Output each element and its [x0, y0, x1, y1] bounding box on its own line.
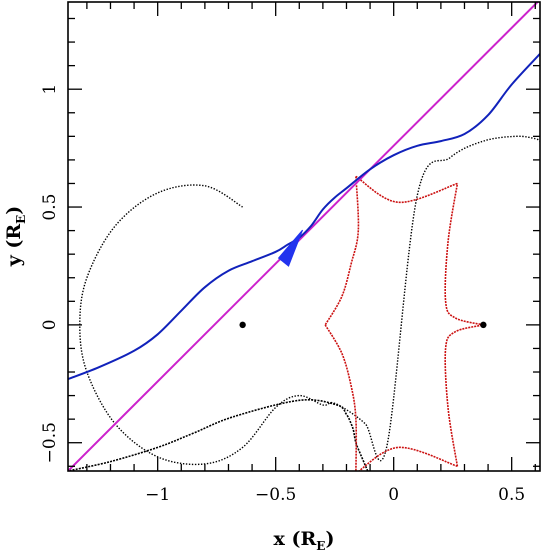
x-tick-label: −1 [145, 485, 170, 505]
caustic-segment-3 [444, 324, 484, 467]
plot-frame [67, 1, 541, 472]
direction-arrow [277, 229, 304, 267]
x-tick-label: −0.5 [255, 485, 296, 505]
y-tick-label: 0.5 [40, 194, 60, 221]
image-track-curve [68, 53, 540, 381]
x-tick-label: 0 [388, 485, 399, 505]
caustic-segment-1 [324, 324, 358, 471]
caustic-segment-4 [444, 183, 484, 326]
critical-curve-outer [79, 135, 540, 466]
caustic-segment-0 [324, 176, 360, 326]
lens-dot-2 [480, 321, 487, 329]
x-axis-label: x (RE) [274, 528, 335, 553]
lens-dot-1 [239, 321, 246, 329]
caustic-segment-2 [357, 446, 458, 471]
y-tick-label: 1 [40, 84, 60, 95]
y-axis-label: y (RE) [3, 206, 28, 268]
critical-curve-lower [68, 399, 369, 471]
y-tick-label: 0 [40, 319, 60, 330]
x-tick-label: 0.5 [498, 485, 525, 505]
y-tick-label: −0.5 [40, 422, 60, 463]
caustic-segment-5 [355, 175, 458, 204]
source-trajectory-line [68, 2, 540, 471]
